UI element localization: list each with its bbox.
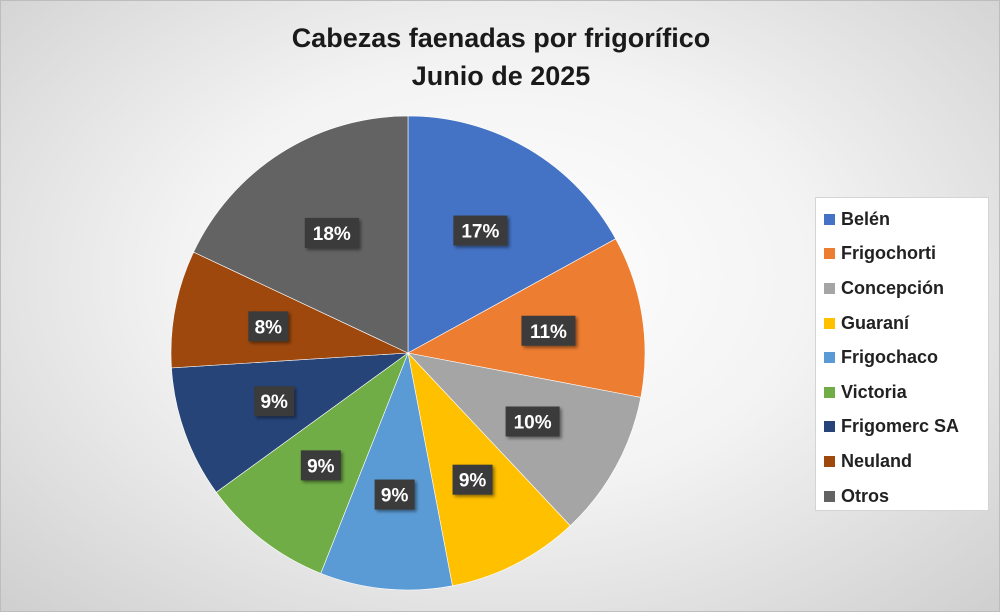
pie-slice-belen (407, 115, 617, 354)
svg-text:10%: 10% (514, 413, 552, 434)
legend-item-frigochorti: Frigochorti (824, 237, 988, 272)
chart-title-block: Cabezas faenadas por frigorífico Junio d… (1, 19, 1000, 95)
legend-item-victoria: Victoria (824, 375, 988, 410)
legend-swatch (824, 421, 835, 433)
pie-slice-otros (193, 115, 409, 354)
pie-slice-frigomerc-sa (171, 352, 410, 493)
legend-item-frigochaco: Frigochaco (824, 340, 988, 375)
pie-slice-frigochaco (320, 351, 453, 591)
svg-text:9%: 9% (260, 392, 288, 413)
chart-legend: Belén Frigochorti Concepción Guaraní Frigoch… (815, 197, 989, 511)
legend-label: Guaraní (841, 312, 910, 333)
svg-text:8%: 8% (255, 317, 283, 338)
svg-text:9%: 9% (381, 486, 409, 507)
legend-label: Frigochorti (841, 243, 936, 264)
legend-label: Neuland (841, 450, 913, 471)
pie-slice-concepcion (407, 352, 642, 527)
legend-label: Otros (841, 485, 890, 506)
legend-swatch (824, 386, 835, 398)
legend-label: Belén (841, 208, 891, 229)
legend-label: Victoria (841, 381, 907, 402)
data-label-concepcion: 10% (505, 406, 560, 437)
legend-item-neuland: Neuland (824, 444, 988, 479)
data-label-otros: 18% (304, 217, 359, 248)
legend-swatch (824, 455, 835, 467)
data-label-neuland: 8% (248, 311, 289, 342)
legend-label: Frigomerc SA (841, 416, 960, 437)
legend-item-frigomerc-sa: Frigomerc SA (824, 410, 988, 445)
legend-swatch (824, 282, 835, 294)
data-label-victoria: 9% (300, 450, 341, 481)
data-label-frigochorti: 11% (521, 315, 576, 346)
legend-swatch (824, 490, 835, 502)
svg-text:9%: 9% (459, 471, 487, 492)
legend-swatch (824, 352, 835, 364)
data-label-frigomerc-sa: 9% (254, 386, 295, 417)
legend-item-concepcion: Concepción (824, 271, 988, 306)
svg-text:18%: 18% (313, 224, 351, 245)
chart-title: Cabezas faenadas por frigorífico (291, 23, 711, 53)
legend-item-belen: Belén (824, 202, 988, 237)
data-label-belen: 17% (453, 215, 508, 246)
legend-swatch (824, 248, 835, 260)
data-label-frigochaco: 9% (374, 479, 415, 510)
chart-subtitle: Junio de 2025 (411, 61, 591, 91)
legend-item-guarani: Guaraní (824, 306, 988, 341)
legend-swatch (824, 317, 835, 329)
pie-slice-neuland (170, 251, 409, 369)
legend-label: Frigochaco (841, 347, 939, 368)
svg-text:17%: 17% (461, 222, 499, 243)
legend-item-otros: Otros (824, 479, 988, 514)
data-label-guarani: 9% (452, 464, 493, 495)
svg-text:9%: 9% (307, 456, 335, 477)
legend-swatch (824, 213, 835, 225)
legend-label: Concepción (841, 277, 945, 298)
svg-text:11%: 11% (530, 322, 567, 343)
